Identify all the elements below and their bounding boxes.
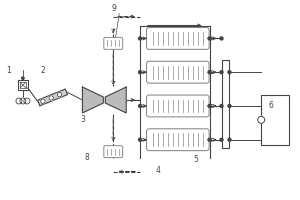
Circle shape [20, 98, 26, 104]
Circle shape [220, 104, 223, 107]
FancyBboxPatch shape [146, 61, 209, 83]
Circle shape [24, 98, 30, 104]
Circle shape [208, 104, 211, 107]
Circle shape [208, 71, 211, 74]
FancyBboxPatch shape [104, 146, 123, 158]
Circle shape [208, 138, 211, 141]
Circle shape [41, 99, 45, 103]
FancyBboxPatch shape [146, 129, 209, 151]
Circle shape [220, 71, 223, 74]
Circle shape [139, 138, 142, 141]
Text: 9: 9 [112, 4, 117, 13]
Circle shape [220, 37, 223, 40]
Circle shape [208, 37, 211, 40]
Polygon shape [105, 87, 126, 113]
FancyBboxPatch shape [104, 37, 123, 49]
Circle shape [22, 77, 24, 79]
Polygon shape [38, 89, 68, 106]
FancyBboxPatch shape [146, 95, 209, 117]
Circle shape [228, 71, 231, 74]
Circle shape [258, 116, 265, 123]
Circle shape [139, 37, 142, 40]
Circle shape [228, 104, 231, 107]
Text: 1: 1 [7, 66, 11, 75]
Circle shape [220, 138, 223, 141]
Text: 4: 4 [155, 166, 160, 175]
Text: 2: 2 [40, 66, 45, 75]
Text: 5: 5 [193, 155, 198, 164]
Text: 8: 8 [84, 153, 89, 162]
Circle shape [139, 71, 142, 74]
Circle shape [139, 104, 142, 107]
Text: 3: 3 [80, 115, 85, 124]
Text: 6: 6 [269, 101, 274, 110]
Circle shape [57, 92, 62, 97]
Polygon shape [82, 87, 103, 113]
FancyBboxPatch shape [146, 28, 209, 49]
Bar [261, 95, 289, 145]
Circle shape [228, 138, 231, 141]
Bar [221, 60, 230, 148]
Circle shape [16, 98, 22, 104]
Circle shape [49, 96, 53, 100]
